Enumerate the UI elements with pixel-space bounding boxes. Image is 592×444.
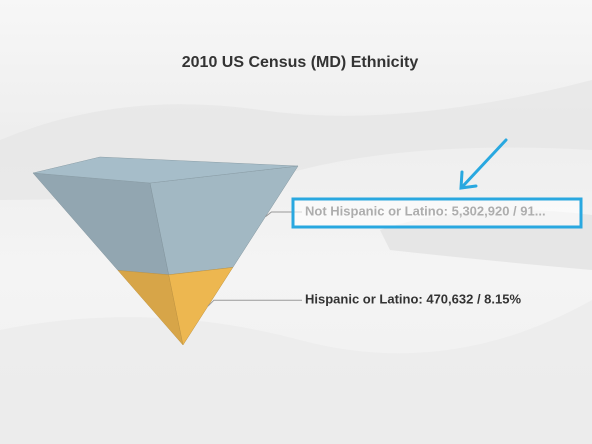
annotation-arrow — [459, 138, 508, 190]
chart-title: 2010 US Census (MD) Ethnicity — [182, 54, 419, 71]
segment-top-face — [32, 156, 299, 184]
background-field — [0, 300, 592, 444]
leader-line — [207, 299, 302, 307]
data-label: Hispanic or Latino: 470,632 / 8.15% — [305, 292, 521, 307]
highlight-box — [291, 197, 583, 229]
pyramid-segment — [117, 267, 234, 346]
segment-right-face — [168, 267, 234, 346]
